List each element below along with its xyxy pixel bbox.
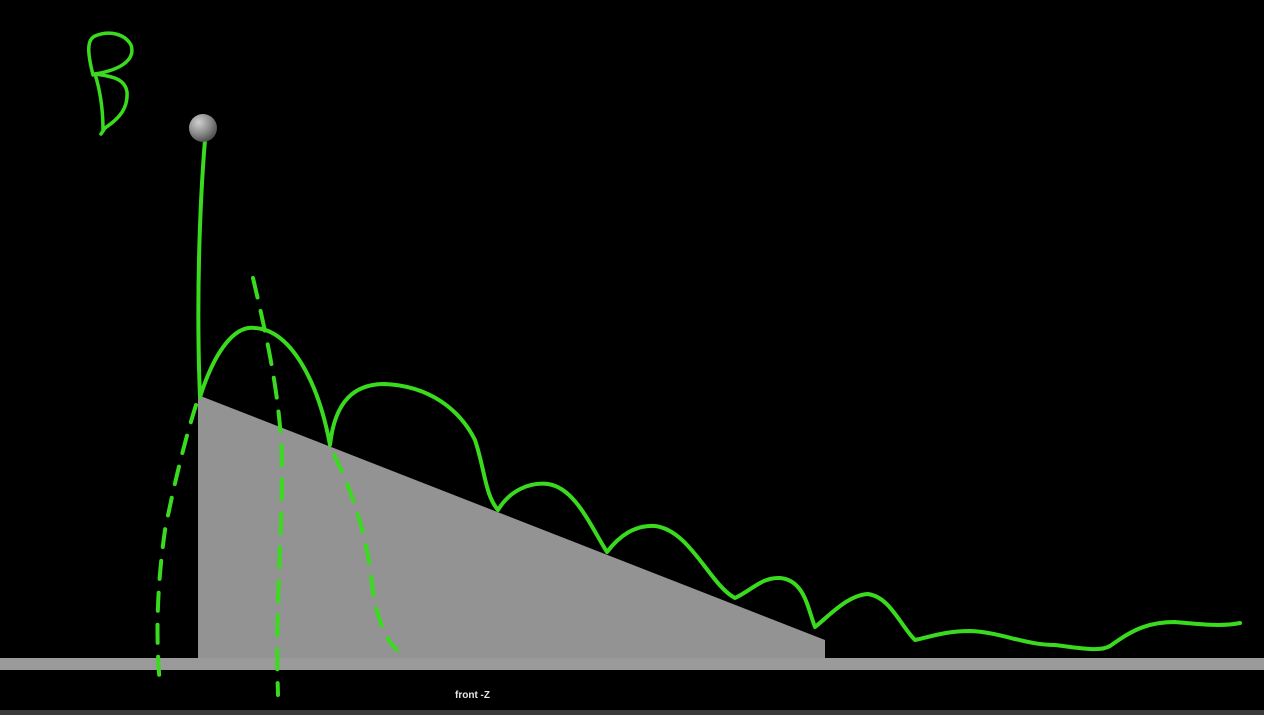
bounce-path <box>196 138 1242 652</box>
ball[interactable] <box>189 114 217 142</box>
camera-label: front -Z <box>455 690 490 701</box>
dashed-trajectory-left <box>155 403 198 687</box>
viewport-bottom-edge <box>0 710 1264 715</box>
ramp <box>198 395 825 658</box>
dashed-trajectory-middle <box>251 276 285 697</box>
ground-plane <box>0 658 1264 670</box>
dashed-trajectory-right <box>332 453 399 652</box>
handwritten-letter-b <box>87 31 134 136</box>
